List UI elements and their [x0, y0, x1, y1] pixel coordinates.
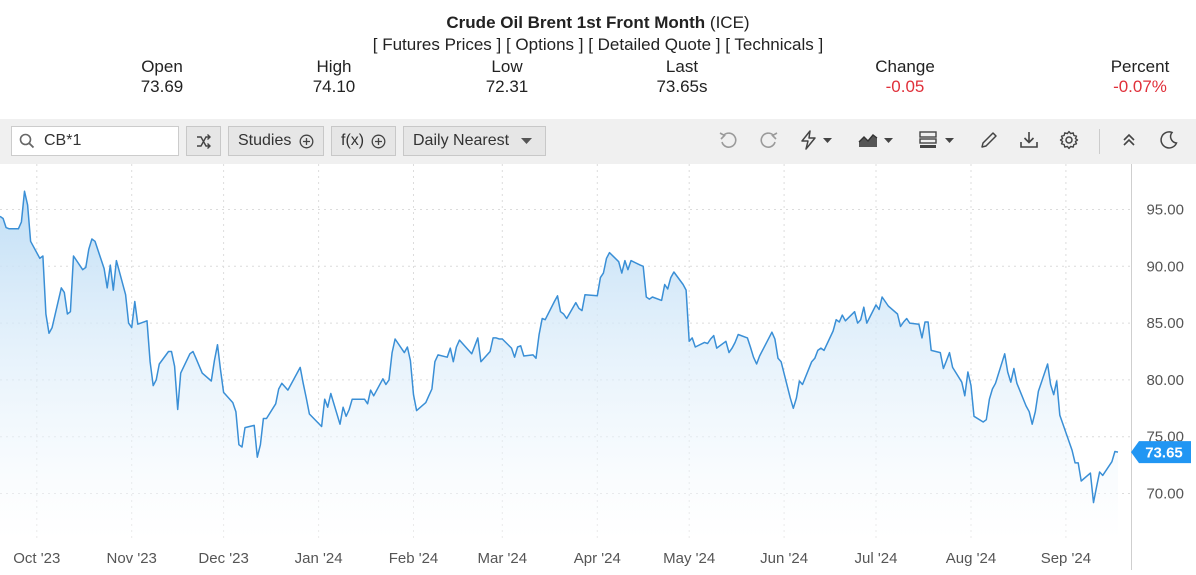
quote-links: [ Futures Prices ] [ Options ] [ Detaile…	[0, 35, 1196, 55]
compare-button[interactable]	[186, 126, 221, 156]
interval-select[interactable]: Daily Nearest	[403, 126, 546, 156]
layout-dropdown-icon[interactable]	[918, 130, 958, 150]
stat-last: Last 73.65s	[622, 57, 742, 97]
price-area-fill	[0, 191, 1118, 540]
percent-label: Percent	[1110, 57, 1170, 76]
x-axis: Oct '23 Nov '23 Dec '23 Jan '24 Feb '24 Mar '…	[13, 550, 1091, 567]
high-label: High	[316, 57, 352, 76]
open-label: Open	[141, 57, 183, 76]
chart-toolbar: CB*1 Studies f(x) Daily Nearest	[0, 119, 1196, 164]
functions-button[interactable]: f(x)	[331, 126, 396, 156]
toolbar-divider	[1099, 129, 1100, 154]
stat-high: High 74.10	[274, 57, 394, 97]
last-price-badge-shape	[1131, 441, 1191, 464]
x-tick-label: Oct '23	[13, 550, 60, 567]
price-chart[interactable]: 95.00 90.00 85.00 80.00 75.00 70.00 Oct '23 No…	[0, 164, 1196, 570]
collapse-icon[interactable]	[1119, 130, 1139, 150]
stat-open: Open 73.69	[102, 57, 222, 97]
symbol-input-value[interactable]: CB*1	[44, 132, 82, 149]
exchange-label: (ICE)	[709, 13, 750, 32]
plus-circle-icon	[371, 134, 386, 149]
search-icon	[19, 133, 35, 149]
functions-label: f(x)	[341, 132, 365, 149]
stat-change: Change -0.05	[845, 57, 965, 97]
quote-header: Crude Oil Brent 1st Front Month (ICE) [ …	[0, 0, 1196, 118]
shuffle-icon	[197, 134, 211, 149]
x-tick-label: Jul '24	[855, 550, 898, 567]
caret-down-icon	[521, 138, 532, 144]
x-tick-label: Jun '24	[760, 550, 808, 567]
y-tick-label: 80.00	[1146, 372, 1184, 389]
x-tick-label: Apr '24	[574, 550, 621, 567]
page-title: Crude Oil Brent 1st Front Month (ICE)	[0, 13, 1196, 33]
x-tick-label: Aug '24	[946, 550, 996, 567]
y-tick-label: 95.00	[1146, 202, 1184, 219]
y-tick-label: 85.00	[1146, 315, 1184, 332]
link-detailed-quote[interactable]: [ Detailed Quote ]	[588, 35, 721, 54]
open-value: 73.69	[140, 77, 184, 96]
high-value: 74.10	[312, 77, 356, 96]
stat-low: Low 72.31	[447, 57, 567, 97]
gear-icon[interactable]	[1059, 130, 1079, 150]
moon-icon[interactable]	[1159, 130, 1179, 150]
chart-type-dropdown-icon[interactable]	[857, 130, 897, 150]
price-line	[0, 190, 1119, 504]
x-tick-label: Sep '24	[1041, 550, 1091, 567]
undo-icon[interactable]	[718, 130, 738, 150]
plus-circle-icon	[299, 134, 314, 149]
lightning-dropdown-icon[interactable]	[799, 130, 837, 150]
last-label: Last	[665, 57, 699, 76]
x-tick-label: Mar '24	[478, 550, 528, 567]
redo-icon[interactable]	[759, 130, 779, 150]
low-value: 72.31	[485, 77, 529, 96]
low-label: Low	[491, 57, 523, 76]
x-tick-label: Nov '23	[107, 550, 157, 567]
link-futures-prices[interactable]: [ Futures Prices ]	[372, 35, 502, 54]
instrument-name: Crude Oil Brent 1st Front Month	[446, 13, 706, 32]
studies-label: Studies	[238, 132, 292, 149]
symbol-search-field[interactable]: CB*1	[11, 126, 179, 156]
x-tick-label: May '24	[663, 550, 715, 567]
pencil-icon[interactable]	[979, 130, 999, 150]
y-tick-label: 70.00	[1146, 486, 1184, 503]
last-value: 73.65s	[656, 77, 708, 96]
y-tick-label: 90.00	[1146, 258, 1184, 275]
download-icon[interactable]	[1019, 130, 1039, 150]
x-tick-label: Feb '24	[389, 550, 439, 567]
last-price-badge-label: 73.65	[1145, 445, 1183, 462]
last-price-badge: 73.65	[1131, 441, 1191, 464]
link-options[interactable]: [ Options ]	[505, 35, 584, 54]
change-label: Change	[875, 57, 935, 76]
studies-button[interactable]: Studies	[228, 126, 324, 156]
percent-value: -0.07%	[1113, 77, 1167, 96]
link-technicals[interactable]: [ Technicals ]	[725, 35, 824, 54]
stat-percent: Percent -0.07%	[1080, 57, 1196, 97]
interval-selected-value: Daily Nearest	[413, 132, 510, 149]
x-tick-label: Jan '24	[295, 550, 343, 567]
x-tick-label: Dec '23	[198, 550, 248, 567]
change-value: -0.05	[885, 77, 925, 96]
